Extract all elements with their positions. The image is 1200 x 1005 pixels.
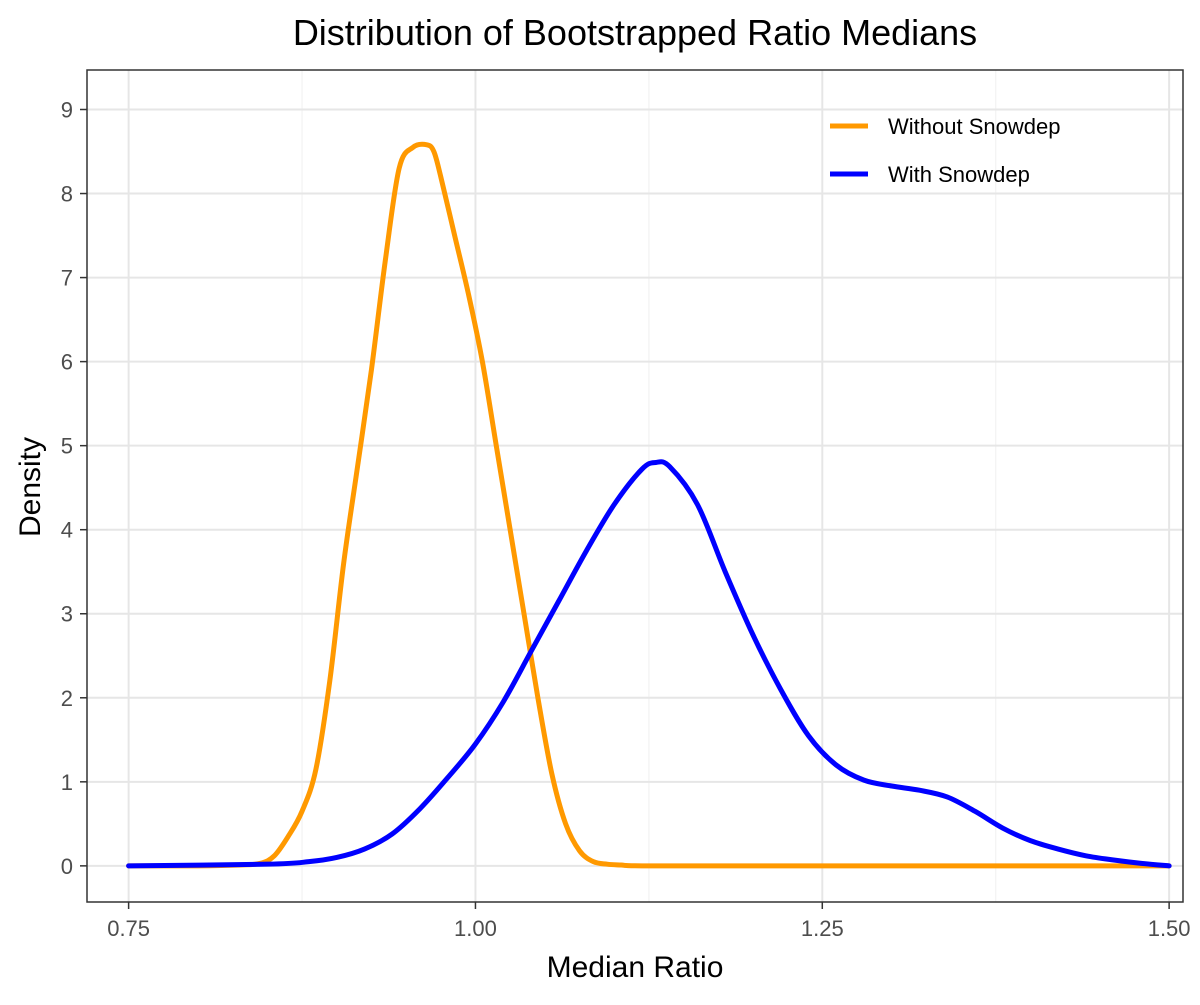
plot-panel-border [86,69,1184,903]
grid-layer [87,70,1183,902]
y-tick-label: 9 [61,97,73,122]
x-tick-label: 1.00 [454,916,497,941]
axes-layer: 0.75 1.00 1.25 1.50 0 1 2 3 4 5 6 7 8 9 [61,97,1191,941]
x-tick-label: 1.25 [801,916,844,941]
chart-title: Distribution of Bootstrapped Ratio Media… [293,12,977,53]
y-tick-label: 4 [61,518,73,543]
y-tick-label: 1 [61,770,73,795]
legend-label-without-snowdep: Without Snowdep [888,114,1060,139]
legend: Without Snowdep With Snowdep [830,114,1060,187]
y-tick-label: 3 [61,602,73,627]
y-tick-label: 8 [61,182,73,207]
y-tick-label: 7 [61,266,73,291]
y-tick-label: 2 [61,686,73,711]
x-tick-label: 1.50 [1148,916,1191,941]
y-tick-label: 6 [61,350,73,375]
x-tick-label: 0.75 [107,916,150,941]
legend-label-with-snowdep: With Snowdep [888,162,1030,187]
x-axis-title: Median Ratio [547,951,724,984]
series-lines [126,141,1172,869]
y-axis-title: Density [14,437,47,537]
density-line-with-snowdep [126,459,1172,869]
y-tick-label: 0 [61,854,73,879]
density-line-without-snowdep [126,141,1172,869]
y-tick-label: 5 [61,434,73,459]
